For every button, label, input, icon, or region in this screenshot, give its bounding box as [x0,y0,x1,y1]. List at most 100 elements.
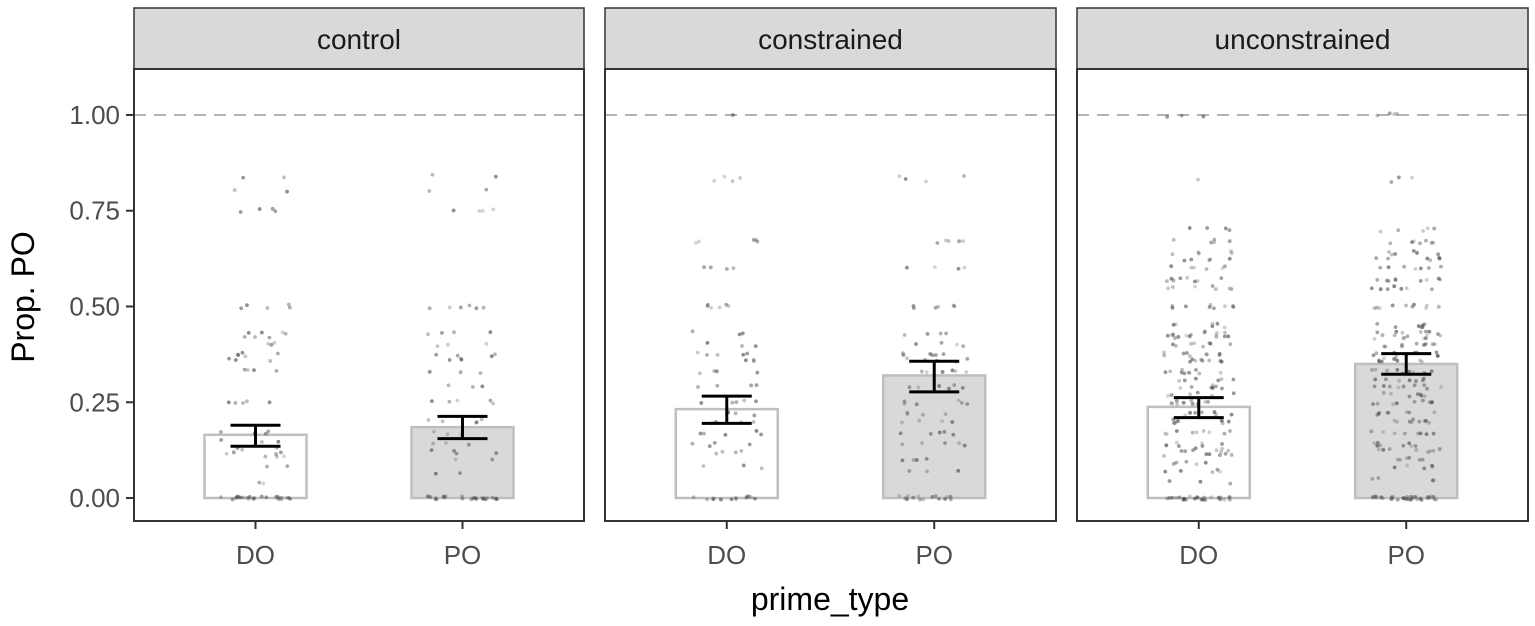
data-point [1393,325,1398,330]
data-point [705,304,710,309]
data-point [754,429,759,433]
data-point [226,400,231,405]
data-point [730,179,735,184]
data-point [1422,336,1426,341]
data-point [1167,479,1172,483]
data-point [1220,419,1225,424]
data-point [1201,344,1206,349]
data-point [939,340,944,345]
data-point [426,418,431,422]
data-point [469,497,474,502]
data-point [1207,358,1212,363]
data-point [1407,410,1412,415]
data-point [1217,352,1222,356]
data-point [280,330,285,335]
data-point [1171,461,1176,466]
data-point [433,471,438,476]
data-point [1432,226,1437,231]
data-point [1184,351,1189,355]
data-point [1426,494,1431,499]
data-point [1430,464,1435,469]
data-point [236,352,240,357]
data-point [1177,378,1182,383]
data-point [236,353,241,358]
data-point [1210,284,1215,288]
data-point [1163,431,1167,436]
data-point [491,207,496,212]
data-point [1223,452,1228,456]
data-point [1184,497,1188,502]
data-point [285,189,289,194]
data-point [1395,457,1400,462]
data-point [1189,265,1194,270]
data-point [452,330,456,335]
data-point [484,187,489,192]
data-point [1369,429,1374,434]
data-point [1369,368,1374,372]
data-point [1404,303,1408,308]
data-point [730,113,735,117]
data-point [1189,341,1193,346]
data-point [245,303,249,308]
data-point [1423,336,1428,341]
data-point [1212,237,1217,242]
data-point [274,454,279,459]
data-point [1163,469,1168,474]
data-point [1178,386,1183,390]
data-point [917,418,922,423]
data-point [1375,113,1380,118]
data-point [1210,383,1215,387]
data-point [1170,285,1175,290]
data-point [1436,304,1441,309]
data-point [425,494,430,499]
data-point [1388,391,1393,396]
data-point [1409,444,1414,449]
data-point [435,344,440,349]
data-point [1411,417,1415,422]
data-point [1166,286,1170,291]
data-point [276,439,281,444]
data-point [900,458,905,463]
data-point [259,494,264,499]
data-point [733,450,738,455]
data-point [1371,353,1376,358]
data-point [961,344,966,349]
data-point [1430,478,1435,483]
data-point [1228,238,1232,243]
data-point [734,497,738,502]
data-point [265,464,269,469]
data-point [241,175,246,180]
data-point [1214,448,1219,452]
data-point [259,330,264,335]
data-point [1203,400,1208,404]
data-point [1212,410,1217,414]
data-point [1394,329,1399,334]
data-point [1208,303,1213,307]
data-point [1418,278,1423,283]
data-point [1390,303,1395,308]
data-point [1167,495,1172,500]
error-bar-PO [1381,352,1432,376]
data-point [488,398,493,403]
panel-border [604,68,1057,522]
data-point [1169,393,1174,397]
data-point [1376,447,1381,452]
data-point [741,352,746,357]
data-point [283,331,288,336]
data-point [233,401,238,405]
data-point [1413,495,1418,499]
data-point [962,443,967,448]
data-point [1217,453,1222,458]
data-point [1424,432,1429,437]
data-point [440,419,445,424]
data-point [443,494,448,499]
data-point [479,417,484,422]
data-point [1219,450,1224,454]
data-point [1376,412,1381,416]
data-point [1386,256,1391,261]
data-point [1181,497,1186,502]
data-point [1392,431,1397,436]
data-point [474,420,479,425]
data-point [1222,431,1227,436]
data-point [1372,306,1377,311]
